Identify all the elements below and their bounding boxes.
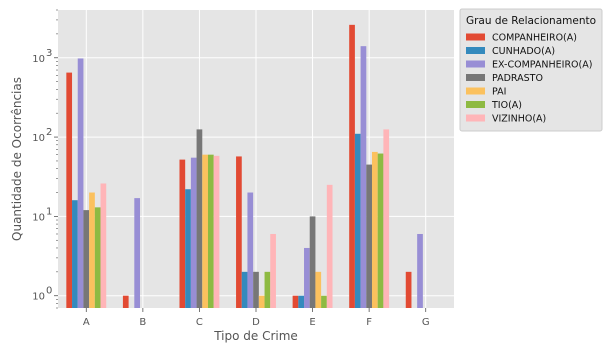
- bar: [72, 200, 78, 308]
- bar: [366, 164, 372, 308]
- bar: [298, 295, 305, 308]
- bar: [207, 154, 214, 308]
- legend-label: COMPANHEIRO(A): [492, 33, 577, 44]
- bar: [383, 129, 390, 308]
- legend-swatch: [466, 33, 485, 41]
- bar: [309, 216, 316, 308]
- legend-swatch: [466, 60, 485, 68]
- bar: [417, 233, 423, 308]
- y-tick-label: 10: [32, 54, 45, 65]
- y-tick-label-exponent: 3: [46, 48, 52, 59]
- legend: Grau de Relacionamento COMPANHEIRO(A) CUN…: [459, 8, 603, 132]
- legend-label: VIZINHO(A): [492, 114, 546, 125]
- bar: [321, 295, 327, 308]
- bar: [66, 72, 73, 309]
- bar: [77, 58, 84, 308]
- bar: [253, 271, 259, 308]
- legend-label: TIO(A): [491, 100, 522, 111]
- bar: [264, 271, 271, 308]
- bar: [100, 183, 107, 308]
- bar: [315, 271, 322, 308]
- legend-label: CUNHADO(A): [492, 46, 555, 57]
- bar: [241, 271, 248, 308]
- x-tick-label: D: [252, 317, 260, 328]
- x-tick-label: E: [309, 317, 315, 328]
- bar: [258, 295, 265, 308]
- bar: [236, 156, 242, 308]
- legend-swatch: [466, 114, 485, 122]
- bar: [304, 247, 310, 308]
- legend-label: PADRASTO: [492, 73, 543, 84]
- y-axis-label: Quantidade de Ocorrências: [10, 77, 24, 241]
- bar: [196, 129, 203, 308]
- y-tick-label-exponent: 2: [46, 127, 52, 138]
- bar: [202, 154, 208, 308]
- legend-swatch: [466, 87, 485, 95]
- y-tick-label-exponent: 1: [46, 206, 52, 217]
- x-tick-label: A: [83, 317, 90, 328]
- x-axis-ticks: A B C D E F G: [83, 308, 430, 328]
- legend-label: EX-COMPANHEIRO(A): [492, 60, 592, 71]
- bar: [292, 295, 299, 308]
- bar: [270, 233, 276, 308]
- y-tick-label: 10: [32, 133, 45, 144]
- y-tick-label: 10: [32, 212, 45, 223]
- x-tick-label: G: [422, 317, 430, 328]
- bar: [190, 157, 197, 308]
- x-tick-label: B: [139, 317, 146, 328]
- bar: [122, 295, 129, 308]
- bar: [326, 184, 333, 308]
- bars: [66, 24, 423, 309]
- bar: [405, 271, 412, 308]
- bar: [360, 46, 367, 309]
- bar: [94, 207, 101, 308]
- bar: [349, 24, 355, 309]
- legend-title: Grau de Relacionamento: [466, 15, 596, 27]
- legend-box: [459, 8, 603, 132]
- bar: [354, 133, 361, 308]
- y-tick-label: 10: [32, 292, 45, 303]
- bar: [83, 210, 90, 308]
- legend-items: COMPANHEIRO(A) CUNHADO(A) EX-COMPANHEIRO(A…: [466, 33, 592, 125]
- x-axis-label: Tipo de Crime: [213, 329, 298, 343]
- legend-label: PAI: [492, 87, 506, 98]
- x-tick-label: F: [366, 317, 372, 328]
- legend-swatch: [466, 101, 485, 108]
- bar: [247, 192, 254, 308]
- legend-swatch: [466, 47, 485, 54]
- bar: [185, 189, 191, 308]
- x-tick-label: C: [196, 317, 203, 328]
- bar: [213, 155, 220, 308]
- bar: [179, 159, 186, 308]
- bar: [89, 192, 95, 308]
- bar: [134, 198, 141, 308]
- bar: [377, 153, 384, 308]
- y-tick-label-exponent: 0: [46, 286, 52, 297]
- bar: [371, 151, 378, 308]
- legend-swatch: [466, 74, 485, 81]
